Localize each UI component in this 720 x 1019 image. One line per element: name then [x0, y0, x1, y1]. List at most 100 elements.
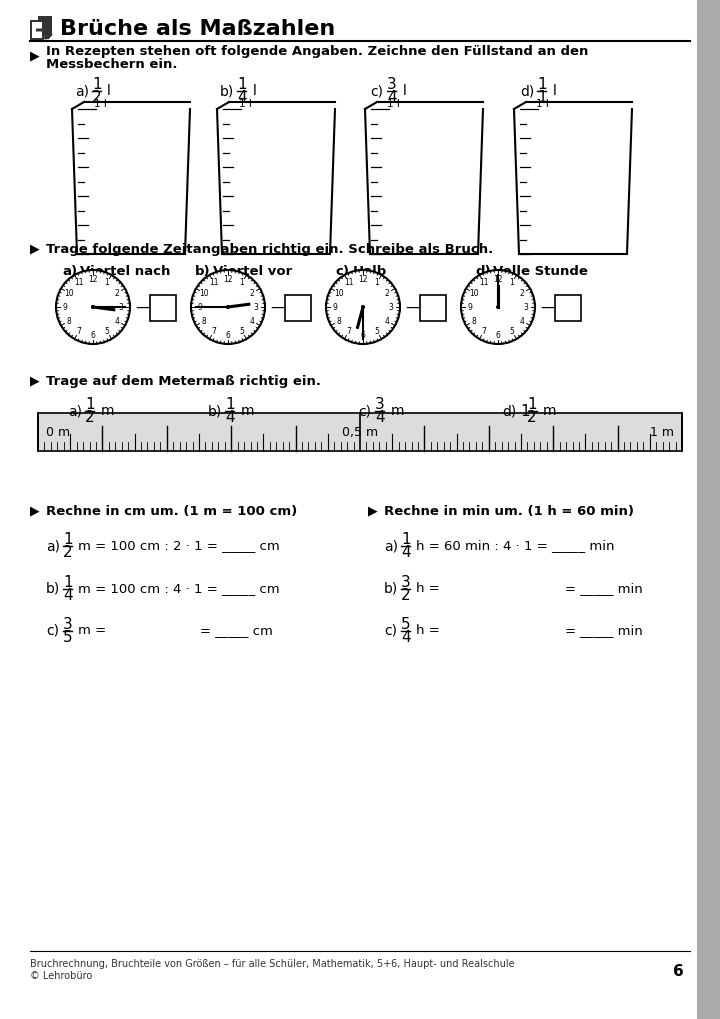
Text: h =: h =: [416, 583, 440, 595]
Text: l: l: [252, 84, 256, 98]
Bar: [420, 294, 446, 321]
Text: 1: 1: [240, 278, 244, 287]
Text: 1: 1: [537, 90, 546, 105]
Text: 10: 10: [469, 288, 479, 298]
Text: b): b): [220, 84, 234, 98]
Bar: [32, 22, 42, 38]
Bar: [697, 0, 720, 1019]
Text: ▶: ▶: [30, 243, 40, 256]
Circle shape: [91, 305, 95, 309]
Text: 7: 7: [76, 327, 81, 335]
Text: 1: 1: [225, 397, 235, 413]
Polygon shape: [32, 34, 52, 39]
Text: 0,5 m: 0,5 m: [342, 426, 378, 438]
Text: a): a): [62, 265, 77, 277]
Text: a): a): [68, 404, 82, 418]
Text: 1: 1: [537, 77, 546, 93]
Text: 1: 1: [510, 278, 514, 287]
Text: 5: 5: [104, 327, 109, 335]
Text: m: m: [100, 404, 114, 418]
Text: m = 100 cm : 4 · 1 = _____ cm: m = 100 cm : 4 · 1 = _____ cm: [78, 583, 280, 595]
Text: —: —: [540, 300, 555, 315]
Text: —: —: [270, 300, 285, 315]
Text: 4: 4: [114, 317, 120, 325]
Text: m =: m =: [78, 625, 107, 638]
Text: 9: 9: [333, 303, 338, 312]
Text: 8: 8: [202, 317, 206, 325]
Text: —: —: [135, 300, 150, 315]
Text: ▶: ▶: [30, 375, 40, 387]
Text: 3: 3: [401, 576, 410, 590]
Text: a): a): [46, 539, 60, 553]
Text: 12: 12: [223, 274, 233, 283]
Bar: [555, 294, 581, 321]
Text: d): d): [502, 404, 516, 418]
Text: = _____ min: = _____ min: [565, 625, 643, 638]
Text: c): c): [335, 265, 349, 277]
Text: 4: 4: [401, 630, 410, 645]
Text: l: l: [107, 84, 111, 98]
Text: 4: 4: [375, 410, 384, 425]
Text: h =: h =: [416, 625, 440, 638]
Text: 4: 4: [401, 544, 410, 559]
Text: b): b): [208, 404, 222, 418]
Text: ▶: ▶: [30, 50, 40, 62]
Text: 3: 3: [119, 303, 123, 312]
Text: 4: 4: [225, 410, 235, 425]
Text: 4: 4: [63, 588, 73, 602]
Text: Rechne in min um. (1 h = 60 min): Rechne in min um. (1 h = 60 min): [384, 504, 634, 518]
Text: l: l: [552, 84, 556, 98]
Text: 4: 4: [250, 317, 255, 325]
Circle shape: [496, 305, 500, 309]
Text: Halb: Halb: [353, 265, 387, 277]
Text: 3: 3: [253, 303, 258, 312]
Text: 2: 2: [401, 588, 410, 602]
Circle shape: [326, 270, 400, 344]
Text: 2: 2: [385, 288, 390, 298]
Text: Rechne in cm um. (1 m = 100 cm): Rechne in cm um. (1 m = 100 cm): [46, 504, 297, 518]
Text: 5: 5: [374, 327, 379, 335]
Text: 1 l: 1 l: [536, 99, 549, 109]
Text: Trage auf dem Metermaß richtig ein.: Trage auf dem Metermaß richtig ein.: [46, 375, 321, 387]
Text: 2: 2: [520, 288, 525, 298]
Text: 2: 2: [63, 544, 73, 559]
Text: 6: 6: [91, 330, 96, 339]
Text: 9: 9: [63, 303, 68, 312]
Text: 12: 12: [493, 274, 503, 283]
Text: m: m: [542, 404, 556, 418]
Text: Volle Stunde: Volle Stunde: [493, 265, 588, 277]
Text: —: —: [405, 300, 420, 315]
Text: Viertel vor: Viertel vor: [213, 265, 292, 277]
Text: 3: 3: [63, 618, 73, 633]
Text: l: l: [402, 84, 406, 98]
Text: 12: 12: [359, 274, 368, 283]
Text: Trage folgende Zeitangaben richtig ein. Schreibe als Bruch.: Trage folgende Zeitangaben richtig ein. …: [46, 243, 493, 256]
Text: Brüche als Maßzahlen: Brüche als Maßzahlen: [60, 19, 336, 39]
Text: 6: 6: [495, 330, 500, 339]
Text: c): c): [370, 84, 383, 98]
Text: 11: 11: [480, 278, 489, 287]
Text: 2: 2: [85, 410, 94, 425]
Text: 2: 2: [250, 288, 255, 298]
Text: © Lehrobüro: © Lehrobüro: [30, 971, 92, 981]
Text: m = 100 cm : 2 · 1 = _____ cm: m = 100 cm : 2 · 1 = _____ cm: [78, 539, 280, 552]
Text: 6: 6: [361, 330, 366, 339]
Text: 3: 3: [375, 397, 384, 413]
Text: 5: 5: [510, 327, 514, 335]
Text: 0 m: 0 m: [46, 426, 70, 438]
Text: c): c): [46, 624, 59, 638]
Text: 2: 2: [92, 90, 102, 105]
Text: m: m: [240, 404, 253, 418]
Text: 11: 11: [74, 278, 84, 287]
Text: 1 l: 1 l: [387, 99, 400, 109]
Text: 8: 8: [336, 317, 341, 325]
Text: 5: 5: [63, 630, 73, 645]
Text: 6: 6: [672, 964, 683, 978]
Text: = _____ cm: = _____ cm: [200, 625, 273, 638]
Text: 8: 8: [472, 317, 476, 325]
Text: 1: 1: [401, 533, 410, 547]
Bar: [285, 294, 311, 321]
Text: 6: 6: [225, 330, 230, 339]
Text: 4: 4: [384, 317, 390, 325]
Text: 11: 11: [344, 278, 354, 287]
